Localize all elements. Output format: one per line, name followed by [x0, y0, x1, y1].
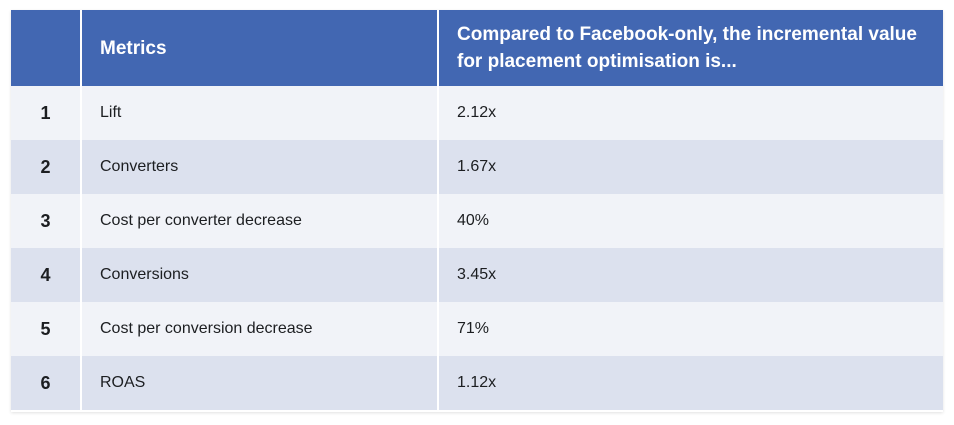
- row-value: 1.67x: [437, 140, 943, 194]
- row-value: 71%: [437, 302, 943, 356]
- table-row: 5 Cost per conversion decrease 71%: [11, 302, 943, 356]
- row-index: 1: [11, 86, 81, 140]
- value-column-header: Compared to Facebook-only, the increment…: [437, 10, 943, 86]
- row-value: 40%: [437, 194, 943, 248]
- table-row: 6 ROAS 1.12x: [11, 356, 943, 410]
- table-row: 2 Converters 1.67x: [11, 140, 943, 194]
- table-row: 1 Lift 2.12x: [11, 86, 943, 140]
- row-index: 2: [11, 140, 81, 194]
- row-metric: Cost per conversion decrease: [80, 302, 438, 356]
- metrics-table: Metrics Compared to Facebook-only, the i…: [11, 10, 943, 410]
- row-metric: Lift: [80, 86, 438, 140]
- table-row: 4 Conversions 3.45x: [11, 248, 943, 302]
- row-metric: ROAS: [80, 356, 438, 410]
- row-index: 5: [11, 302, 81, 356]
- row-index: 3: [11, 194, 81, 248]
- row-index: 4: [11, 248, 81, 302]
- row-metric: Converters: [80, 140, 438, 194]
- metrics-column-header: Metrics: [80, 10, 438, 86]
- row-metric: Cost per converter decrease: [80, 194, 438, 248]
- table-row: 3 Cost per converter decrease 40%: [11, 194, 943, 248]
- row-value: 1.12x: [437, 356, 943, 410]
- table-header-row: Metrics Compared to Facebook-only, the i…: [11, 10, 943, 86]
- index-column-header: [11, 10, 81, 86]
- row-index: 6: [11, 356, 81, 410]
- row-value: 3.45x: [437, 248, 943, 302]
- metrics-table-container: Metrics Compared to Facebook-only, the i…: [11, 10, 943, 412]
- row-metric: Conversions: [80, 248, 438, 302]
- row-value: 2.12x: [437, 86, 943, 140]
